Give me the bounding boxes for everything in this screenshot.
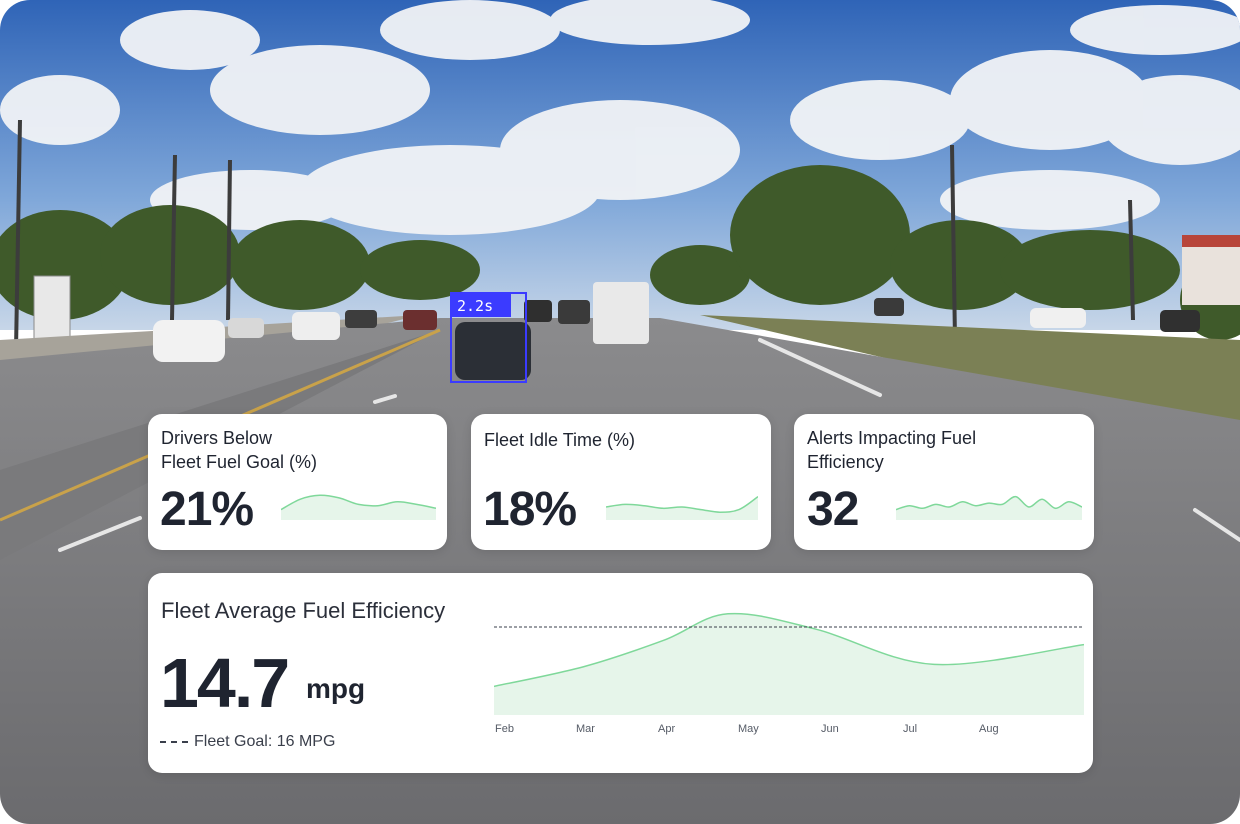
fleet-goal-label: Fleet Goal: 16 MPG	[194, 733, 336, 750]
main-card-unit: mpg	[306, 673, 366, 704]
x-tick-label: Jul	[903, 723, 918, 735]
card-title-line1: Alerts Impacting Fuel	[807, 428, 977, 448]
card-fleet-average-fuel-efficiency: Fleet Average Fuel Efficiency 14.7 mpg F…	[148, 573, 1093, 773]
card-alerts-fuel-efficiency: Alerts Impacting Fuel Efficiency 32	[794, 414, 1094, 550]
sparkline-line	[896, 495, 1082, 511]
card-title-line2: Fleet Fuel Goal (%)	[161, 452, 318, 472]
sparkline-area	[281, 495, 436, 520]
card-value: 21%	[160, 483, 254, 536]
fuel-efficiency-chart	[494, 612, 1084, 715]
card-title: Alerts Impacting Fuel Efficiency	[807, 426, 976, 474]
chart-area	[494, 613, 1084, 715]
sparkline-area	[606, 496, 758, 520]
card-title: Fleet Idle Time (%)	[484, 428, 635, 452]
card-title-line1: Fleet Idle Time (%)	[484, 430, 636, 450]
card-value: 18%	[483, 483, 577, 536]
sparkline-area	[896, 496, 1082, 520]
chart-series-line	[494, 612, 1084, 688]
fleet-goal-legend: Fleet Goal: 16 MPG	[160, 733, 335, 751]
x-tick-label: Mar	[576, 723, 595, 735]
card-fleet-idle-time: Fleet Idle Time (%) 18%	[471, 414, 771, 550]
x-tick-label: May	[738, 723, 759, 735]
dashed-line-icon	[160, 741, 188, 743]
sparkline	[281, 494, 436, 520]
sparkline-line	[606, 495, 758, 513]
card-title-line1: Drivers Below	[161, 428, 273, 448]
x-tick-label: Apr	[658, 723, 676, 735]
sparkline	[896, 495, 1082, 520]
main-card-value: 14.7	[160, 644, 290, 722]
x-tick-label: Aug	[979, 723, 999, 735]
card-title-line2: Efficiency	[807, 452, 884, 472]
sparkline-line	[281, 494, 436, 511]
x-tick-label: Jun	[821, 723, 839, 735]
card-title: Drivers Below Fleet Fuel Goal (%)	[161, 426, 317, 474]
x-tick-label: Feb	[495, 723, 514, 735]
card-value: 32	[807, 483, 859, 536]
detection-label: 2.2s	[457, 297, 494, 315]
card-drivers-below-goal: Drivers Below Fleet Fuel Goal (%) 21%	[148, 414, 447, 550]
main-card-title: Fleet Average Fuel Efficiency	[161, 598, 446, 623]
sparkline	[606, 495, 758, 520]
